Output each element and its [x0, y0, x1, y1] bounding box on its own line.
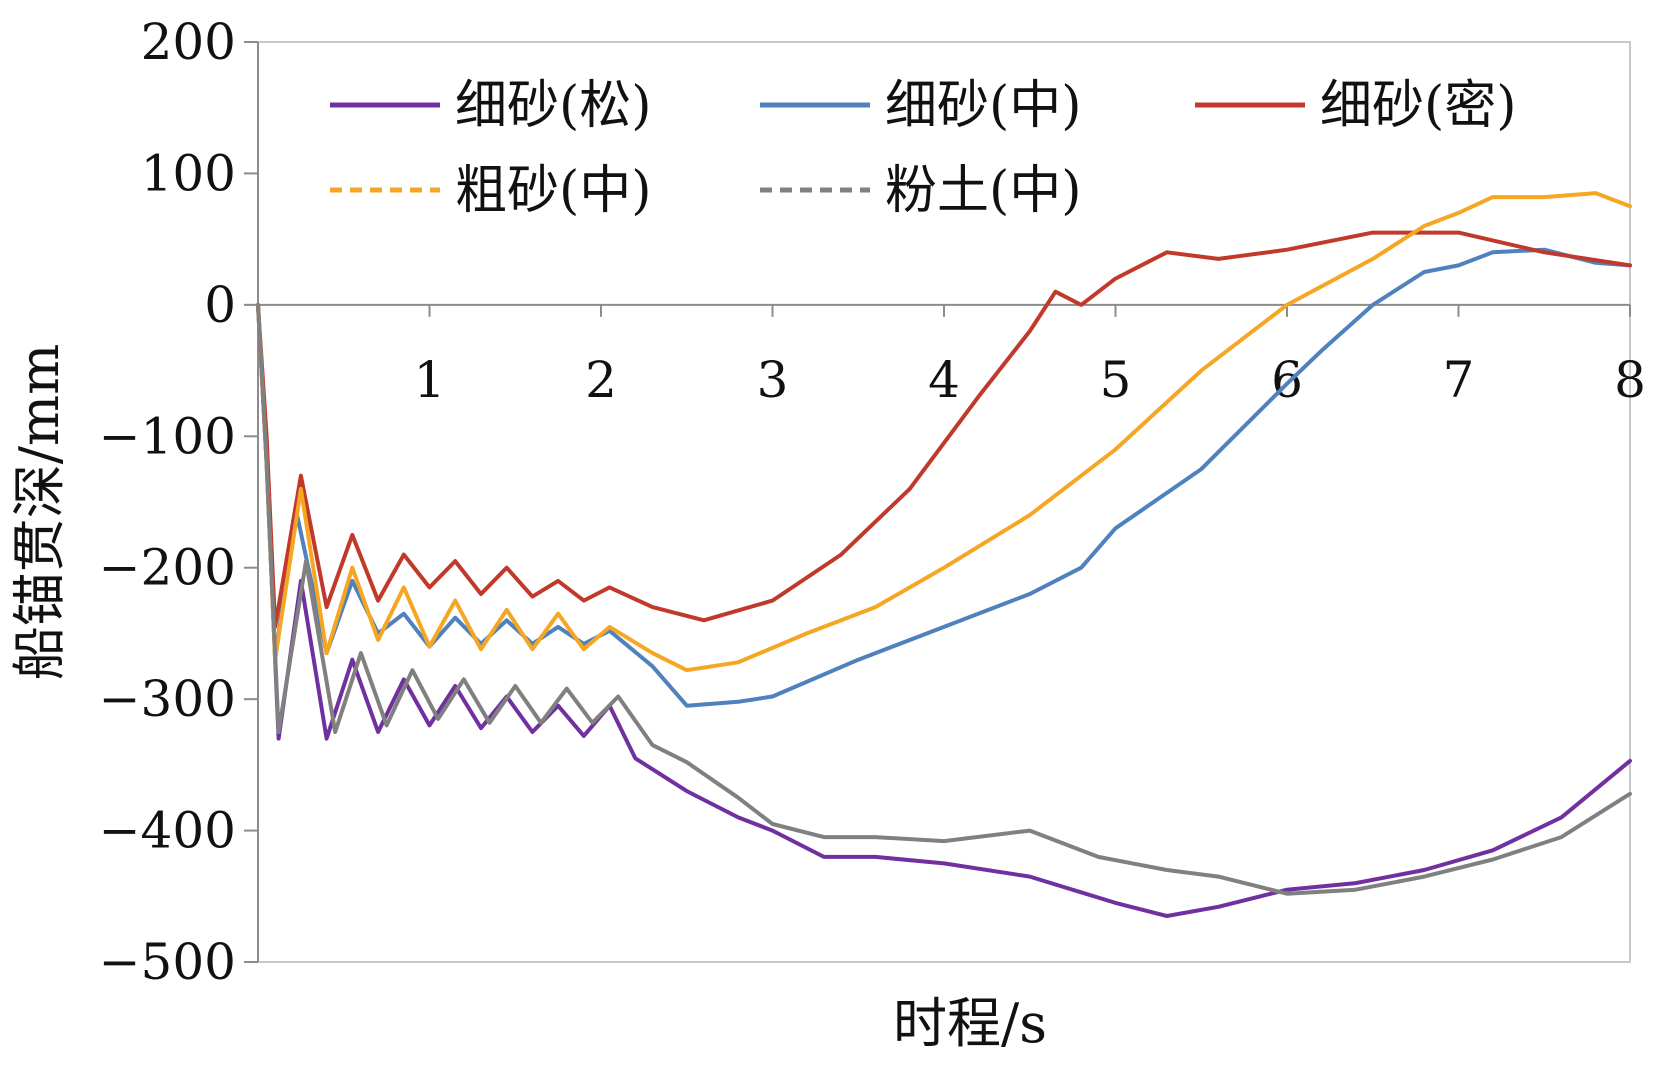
- x-tick-label: 1: [414, 351, 446, 409]
- y-tick-label: 100: [141, 144, 236, 202]
- y-tick-label: −200: [99, 539, 236, 597]
- x-tick-label: 6: [1271, 351, 1303, 409]
- y-tick-label: 200: [141, 13, 236, 71]
- x-tick-label: 7: [1443, 351, 1475, 409]
- y-tick-label: 0: [204, 276, 236, 334]
- y-tick-label: −500: [99, 933, 236, 991]
- y-tick-label: −100: [99, 407, 236, 465]
- legend-label-1: 细砂(松): [455, 76, 652, 136]
- x-tick-label: 5: [1100, 351, 1132, 409]
- series-line-4: [256, 191, 1632, 673]
- x-tick-label: 8: [1614, 351, 1646, 409]
- series-line-2: [256, 247, 1632, 708]
- legend-label-5: 粉土(中): [885, 161, 1082, 221]
- y-axis-label: 船锚贯深/mm: [8, 344, 71, 681]
- x-tick-label: 3: [757, 351, 789, 409]
- series-line-3: [256, 230, 1632, 629]
- legend-label-3: 细砂(密): [1320, 76, 1517, 136]
- y-tick-label: −400: [99, 802, 236, 860]
- x-axis-label: 时程/s: [893, 992, 1047, 1055]
- legend-label-2: 细砂(中): [885, 76, 1082, 136]
- y-tick-label: −300: [99, 670, 236, 728]
- x-tick-label: 2: [585, 351, 617, 409]
- x-tick-label: 4: [928, 351, 960, 409]
- legend-label-4: 粗砂(中): [455, 161, 652, 221]
- series-line-1: [256, 302, 1632, 918]
- series-line-5: [256, 302, 1632, 896]
